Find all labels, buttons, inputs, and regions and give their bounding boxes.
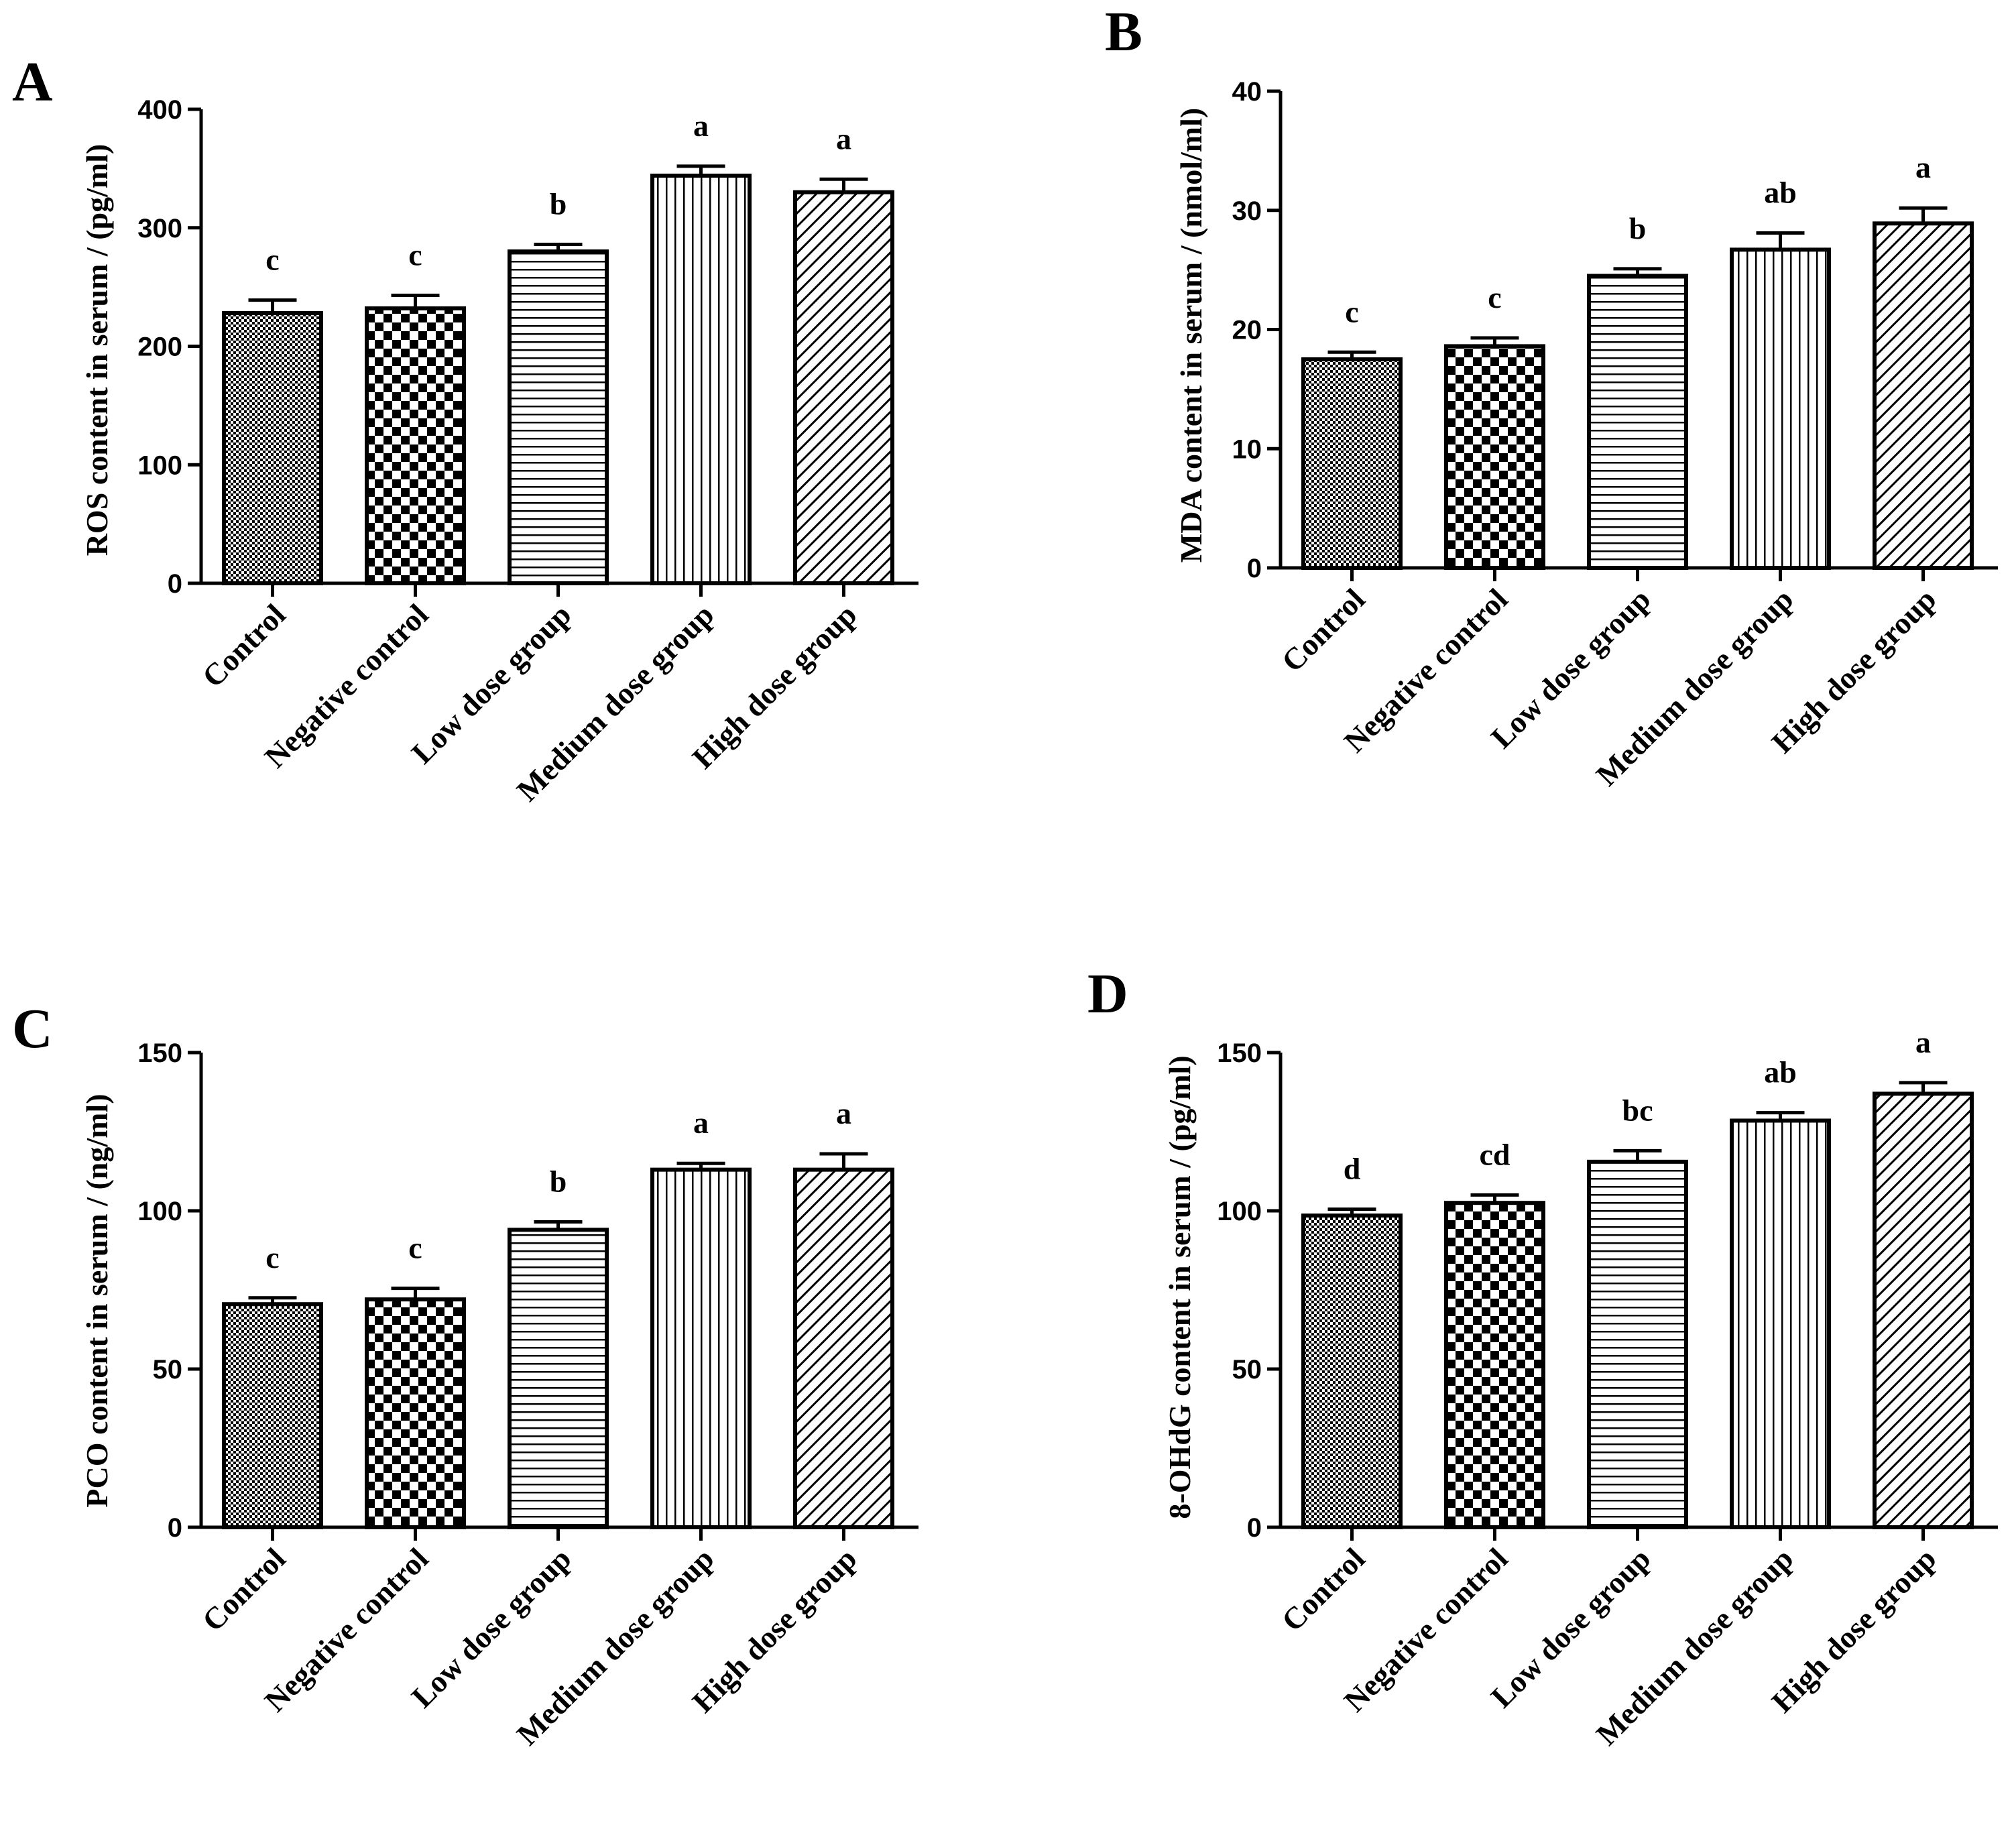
bar — [1730, 247, 1831, 570]
significance-label: c — [1488, 280, 1501, 314]
bar — [650, 1167, 752, 1529]
y-tick-label: 100 — [137, 1197, 182, 1226]
significance-label: ab — [1764, 176, 1797, 210]
y-tick-label: 50 — [153, 1355, 183, 1384]
significance-label: c — [265, 1240, 279, 1275]
y-tick-label: 40 — [1232, 77, 1262, 107]
y-tick-label: 50 — [1232, 1355, 1262, 1384]
bar — [1873, 221, 1974, 570]
bar — [650, 173, 752, 586]
y-axis-label: MDA content in serum / (nmol/ml) — [1174, 108, 1208, 562]
significance-label: c — [408, 237, 422, 272]
panel-a: A ROS content in serum / (pg/ml) 0 100 200… — [12, 51, 918, 808]
bar — [793, 1167, 894, 1529]
x-tick-label: Control — [196, 1541, 292, 1638]
panel-c: C PCO content in serum / (ng/ml) 0 50 100 1… — [12, 998, 918, 1752]
y-axis-label: ROS content in serum / (pg/ml) — [80, 144, 114, 556]
significance-label: a — [836, 121, 851, 156]
bar — [508, 249, 609, 585]
significance-label: c — [265, 243, 279, 277]
significance-label: a — [1915, 1025, 1931, 1059]
significance-label: a — [693, 1106, 709, 1140]
y-tick-label: 200 — [137, 333, 182, 362]
significance-label: ab — [1764, 1055, 1797, 1089]
bar — [1587, 274, 1688, 570]
panel-label: B — [1105, 1, 1142, 63]
bar — [1587, 1159, 1688, 1529]
significance-label: b — [550, 186, 567, 221]
significance-label: b — [550, 1165, 567, 1199]
y-tick-label: 150 — [1217, 1039, 1262, 1068]
panel-b: B MDA content in serum / (nmol/ml) 0 10 20… — [1105, 1, 1998, 792]
bar — [1444, 344, 1545, 570]
y-tick-label: 0 — [1247, 554, 1262, 583]
bar — [1873, 1091, 1974, 1529]
panel-d: D 8-OHdG content in serum / (pg/ml) 0 50 1… — [1087, 963, 1998, 1752]
y-tick-label: 0 — [168, 1513, 182, 1543]
x-tick-label: Control — [196, 597, 292, 694]
y-axis-label: PCO content in serum / (ng/ml) — [80, 1093, 114, 1507]
significance-label: bc — [1622, 1093, 1653, 1127]
y-tick-label: 400 — [137, 95, 182, 125]
y-tick-label: 100 — [137, 451, 182, 480]
significance-label: c — [1345, 294, 1358, 329]
significance-label: c — [408, 1231, 422, 1265]
y-tick-label: 300 — [137, 214, 182, 243]
significance-label: a — [836, 1096, 851, 1130]
y-tick-label: 100 — [1217, 1197, 1262, 1226]
bar — [1730, 1118, 1831, 1529]
y-axis-label: 8-OHdG content in serum / (pg/ml) — [1163, 1055, 1197, 1519]
bar — [222, 311, 323, 585]
x-tick-label: Control — [1275, 1541, 1372, 1638]
bar — [793, 190, 894, 586]
significance-label: a — [693, 109, 709, 143]
panel-label: C — [12, 998, 53, 1060]
bar — [508, 1228, 609, 1529]
significance-label: a — [1915, 150, 1931, 184]
panel-label: A — [12, 51, 53, 113]
significance-label: b — [1629, 211, 1647, 245]
bar — [222, 1302, 323, 1529]
y-tick-label: 150 — [137, 1039, 182, 1068]
y-tick-label: 0 — [168, 569, 182, 599]
x-tick-label: Control — [1275, 582, 1372, 678]
bar — [1301, 357, 1403, 570]
y-tick-label: 0 — [1247, 1513, 1262, 1543]
y-tick-label: 20 — [1232, 316, 1262, 345]
bar — [365, 1297, 466, 1530]
bar — [365, 306, 466, 585]
bar — [1444, 1201, 1545, 1529]
significance-label: cd — [1480, 1137, 1510, 1171]
panel-label: D — [1087, 963, 1128, 1025]
significance-label: d — [1344, 1152, 1361, 1186]
y-tick-label: 30 — [1232, 196, 1262, 226]
y-tick-label: 10 — [1232, 434, 1262, 464]
bar — [1301, 1213, 1403, 1529]
